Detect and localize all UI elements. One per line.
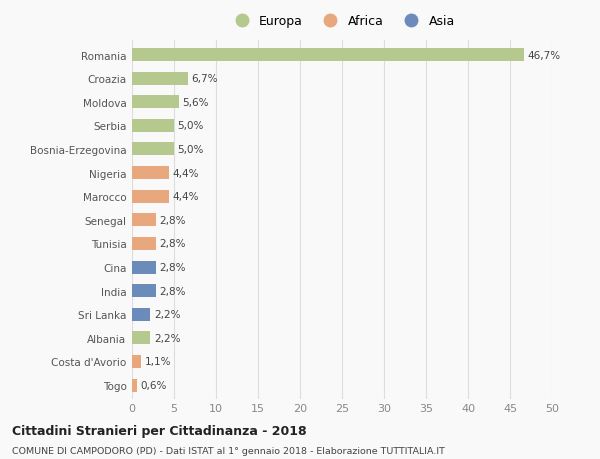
Text: 5,6%: 5,6% <box>182 98 209 107</box>
Text: 46,7%: 46,7% <box>527 50 561 61</box>
Bar <box>132 214 155 227</box>
Bar <box>132 308 151 321</box>
Bar <box>132 120 174 133</box>
Text: 5,0%: 5,0% <box>178 121 204 131</box>
Text: Cittadini Stranieri per Cittadinanza - 2018: Cittadini Stranieri per Cittadinanza - 2… <box>12 425 307 437</box>
Text: 4,4%: 4,4% <box>172 192 199 202</box>
Bar <box>132 331 151 345</box>
Bar <box>132 261 155 274</box>
Bar <box>132 355 141 368</box>
Legend: Europa, Africa, Asia: Europa, Africa, Asia <box>229 15 455 28</box>
Bar <box>132 190 169 203</box>
Bar <box>132 237 155 250</box>
Bar <box>132 143 174 156</box>
Text: 2,8%: 2,8% <box>159 239 185 249</box>
Text: 1,1%: 1,1% <box>145 357 171 367</box>
Text: 2,2%: 2,2% <box>154 333 181 343</box>
Bar <box>132 49 524 62</box>
Text: COMUNE DI CAMPODORO (PD) - Dati ISTAT al 1° gennaio 2018 - Elaborazione TUTTITAL: COMUNE DI CAMPODORO (PD) - Dati ISTAT al… <box>12 446 445 455</box>
Bar <box>132 96 179 109</box>
Text: 2,8%: 2,8% <box>159 286 185 296</box>
Text: 6,7%: 6,7% <box>191 74 218 84</box>
Text: 2,8%: 2,8% <box>159 263 185 273</box>
Bar <box>132 167 169 179</box>
Bar <box>132 379 137 392</box>
Text: 2,2%: 2,2% <box>154 309 181 319</box>
Text: 0,6%: 0,6% <box>140 380 167 390</box>
Bar <box>132 73 188 85</box>
Text: 2,8%: 2,8% <box>159 215 185 225</box>
Text: 4,4%: 4,4% <box>172 168 199 178</box>
Bar <box>132 285 155 297</box>
Text: 5,0%: 5,0% <box>178 145 204 155</box>
